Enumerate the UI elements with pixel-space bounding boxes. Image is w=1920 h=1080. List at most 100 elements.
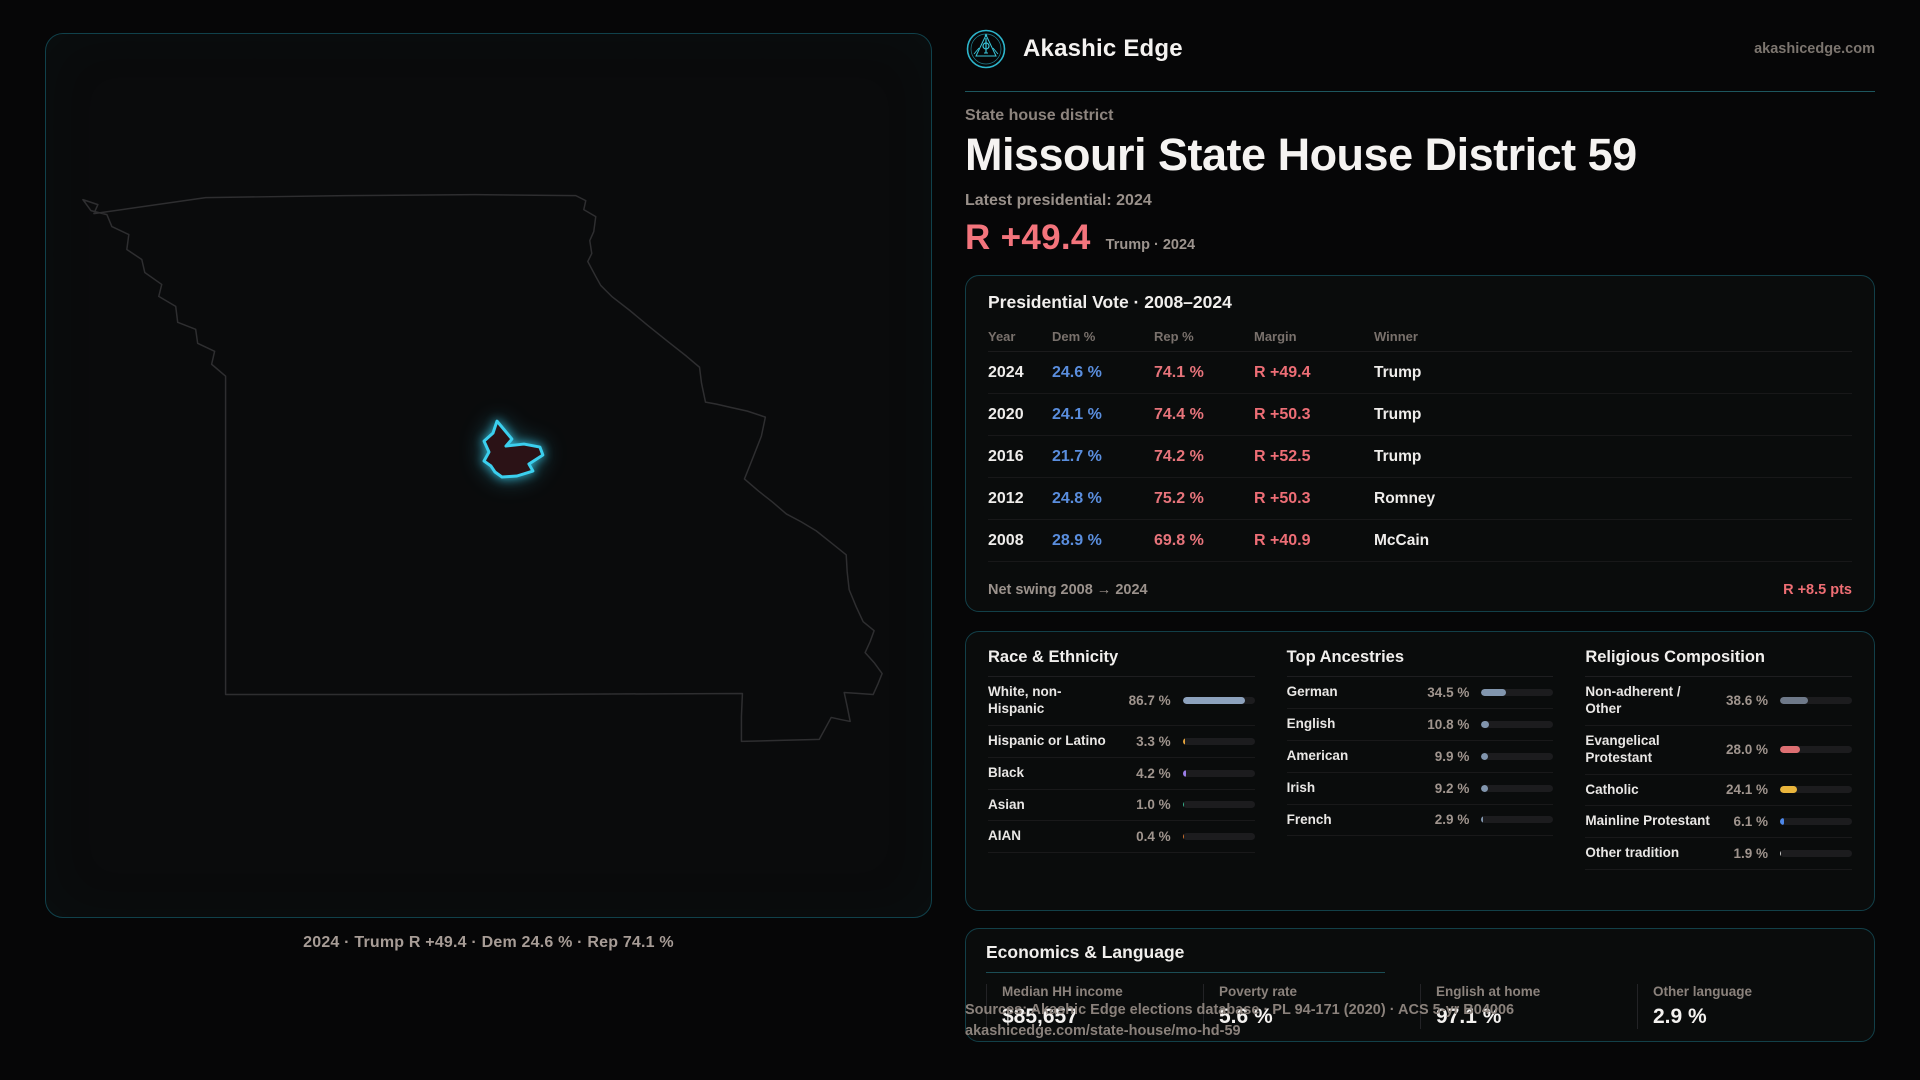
list-item: French 2.9 % (1286, 805, 1554, 837)
cell-rep: 75.2 % (1154, 489, 1204, 507)
stat-poverty-rate: Poverty rate 5.6 % (1203, 984, 1420, 1029)
demo-value: 1.9 % (1733, 846, 1768, 862)
demo-value: 24.1 % (1725, 782, 1768, 798)
cell-winner: Trump (1374, 363, 1422, 381)
demo-value: 3.3 % (1136, 733, 1171, 749)
cell-margin: R +52.5 (1254, 447, 1311, 465)
brand-name: Akashic Edge (1023, 34, 1183, 62)
demo-label: Asian (988, 796, 1025, 812)
net-swing-row: Net swing 2008 → 2024 R +8.5 pts (988, 569, 1852, 598)
demo-bar (1779, 697, 1852, 705)
cell-year: 2024 (988, 363, 1024, 381)
demo-bar (1182, 737, 1255, 745)
economics-card: Economics & Language Median HH income $8… (965, 928, 1875, 1042)
cell-margin: R +40.9 (1254, 531, 1311, 549)
demo-bar (1779, 818, 1852, 826)
cell-year: 2008 (988, 531, 1024, 549)
demo-bar (1779, 850, 1852, 858)
list-item: Mainline Protestant 6.1 % (1585, 806, 1852, 839)
latest-presidential-label: Latest presidential: 2024 (965, 192, 1152, 209)
demo-bar (1779, 786, 1852, 794)
list-item: Black 4.2 % (988, 758, 1255, 790)
cell-margin: R +49.4 (1254, 363, 1311, 381)
akashic-edge-logo-icon (966, 29, 1006, 68)
demo-value: 86.7 % (1128, 693, 1171, 709)
margin-hero-value: R +49.4 (965, 218, 1091, 257)
net-swing-value: R +8.5 pts (1783, 582, 1852, 598)
demo-bar (1779, 746, 1852, 754)
demo-label: American (1286, 747, 1349, 763)
race-title: Race & Ethnicity (988, 648, 1255, 677)
demo-label: Evangelical Protestant (1585, 732, 1660, 765)
cell-dem: 24.8 % (1052, 489, 1102, 507)
demo-label: Mainline Protestant (1585, 813, 1710, 829)
demo-label: AIAN (988, 828, 1021, 844)
list-item: Evangelical Protestant 28.0 % (1585, 726, 1852, 775)
demo-label: Non-adherent / Other (1585, 684, 1681, 716)
cell-winner: Trump (1374, 447, 1422, 465)
demo-value: 38.6 % (1725, 693, 1768, 709)
eyebrow-label: State house district (965, 107, 1114, 124)
cell-year: 2020 (988, 405, 1024, 423)
list-item: American 9.9 % (1286, 741, 1554, 773)
cell-winner: Romney (1374, 489, 1436, 507)
demo-bar (1182, 801, 1255, 809)
demo-label: English (1286, 715, 1336, 731)
list-item: German 34.5 % (1286, 677, 1554, 709)
cell-dem: 24.1 % (1052, 405, 1102, 423)
missouri-outline (82, 193, 883, 743)
net-swing-label: Net swing 2008 → 2024 (988, 582, 1148, 598)
stat-value: 97.1 % (1436, 1005, 1502, 1028)
economics-title-underline (986, 972, 1386, 973)
list-item: Hispanic or Latino 3.3 % (988, 726, 1255, 758)
ancestries-column: Top Ancestries German 34.5 % English 10.… (1286, 648, 1554, 894)
col-winner: Winner (1374, 329, 1418, 344)
table-row: 2008 28.9 % 69.8 % R +40.9 McCain (988, 520, 1852, 562)
demo-value: 28.0 % (1725, 742, 1768, 758)
stat-value: 2.9 % (1653, 1005, 1707, 1028)
col-rep: Rep % (1154, 329, 1194, 344)
economics-title: Economics & Language (986, 942, 1185, 962)
demo-value: 34.5 % (1427, 684, 1470, 700)
demo-bar (1481, 752, 1554, 760)
demo-label: Black (988, 764, 1025, 780)
stat-label: English at home (1436, 984, 1541, 999)
page-title: Missouri State House District 59 (965, 129, 1637, 180)
missouri-map (82, 193, 883, 743)
stat-median-hh-income: Median HH income $85,657 (986, 984, 1203, 1029)
religion-title: Religious Composition (1585, 648, 1852, 677)
demo-bar (1481, 688, 1554, 696)
col-dem: Dem % (1052, 329, 1096, 344)
map-caption: 2024 · Trump R +49.4 · Dem 24.6 % · Rep … (303, 934, 674, 951)
cell-dem: 28.9 % (1052, 531, 1102, 549)
list-item: Asian 1.0 % (988, 790, 1255, 822)
brand-domain-link[interactable]: akashicedge.com (1754, 40, 1875, 57)
col-margin: Margin (1254, 329, 1297, 344)
list-item: AIAN 0.4 % (988, 821, 1255, 854)
cell-rep: 74.1 % (1154, 363, 1204, 381)
demo-bar (1481, 784, 1554, 792)
list-item: Irish 9.2 % (1286, 773, 1554, 805)
stat-value: $85,657 (1002, 1005, 1078, 1028)
cell-year: 2012 (988, 489, 1024, 507)
list-item: Other tradition 1.9 % (1585, 838, 1852, 871)
demo-label: Other tradition (1585, 845, 1680, 861)
presidential-vote-card: Presidential Vote · 2008–2024 Year Dem %… (965, 275, 1875, 612)
district-59-shape[interactable] (482, 419, 545, 479)
cell-dem: 24.6 % (1052, 363, 1102, 381)
demo-label: Hispanic or Latino (988, 732, 1106, 748)
demo-bar (1182, 697, 1255, 705)
demo-label: Irish (1286, 779, 1316, 795)
stat-label: Other language (1653, 984, 1753, 999)
list-item: English 10.8 % (1286, 709, 1554, 741)
cell-rep: 69.8 % (1154, 531, 1204, 549)
stat-label: Median HH income (1002, 984, 1123, 999)
demo-value: 0.4 % (1136, 829, 1171, 845)
cell-margin: R +50.3 (1254, 405, 1311, 423)
stat-value: 5.6 % (1219, 1005, 1273, 1028)
demo-value: 2.9 % (1434, 812, 1470, 828)
cell-rep: 74.4 % (1154, 405, 1204, 423)
list-item: Catholic 24.1 % (1585, 775, 1852, 807)
cell-year: 2016 (988, 447, 1024, 465)
table-row: 2024 24.6 % 74.1 % R +49.4 Trump (988, 352, 1852, 394)
